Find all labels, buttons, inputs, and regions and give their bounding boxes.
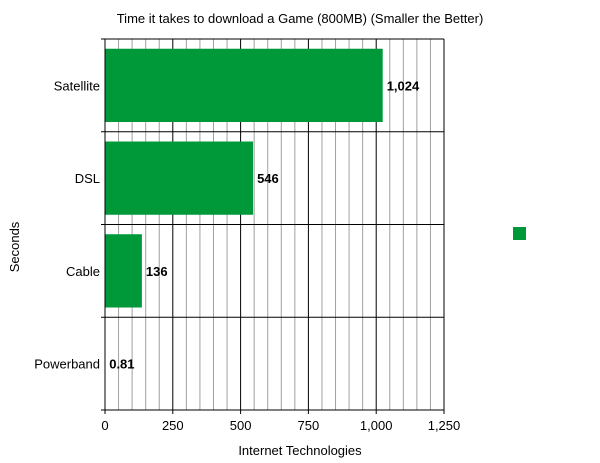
data-label: 1,024 — [387, 78, 420, 93]
x-tick-label: 0 — [101, 418, 108, 433]
x-tick-label: 750 — [298, 418, 320, 433]
x-tick-label: 250 — [162, 418, 184, 433]
data-label: 546 — [257, 171, 279, 186]
category-label: Powerband — [34, 357, 100, 372]
bar — [105, 234, 142, 308]
chart-title: Time it takes to download a Game (800MB)… — [117, 11, 484, 26]
legend-swatch — [513, 227, 526, 240]
bars — [105, 48, 383, 401]
x-tick-label: 500 — [230, 418, 252, 433]
category-label: Cable — [66, 264, 100, 279]
y-axis-title: Seconds — [7, 221, 22, 272]
data-label: 0.81 — [109, 357, 134, 372]
x-tick-label: 1,250 — [428, 418, 461, 433]
bar — [105, 141, 254, 215]
axes: Satellite 1,024 DSL 546 Cable 136 Powerband 0.8… — [34, 39, 460, 433]
data-label: 136 — [146, 264, 168, 279]
x-axis-title: Internet Technologies — [238, 443, 362, 458]
bar — [105, 48, 383, 123]
category-label: DSL — [75, 171, 100, 186]
x-tick-label: 1,000 — [360, 418, 393, 433]
category-label: Satellite — [54, 78, 100, 93]
